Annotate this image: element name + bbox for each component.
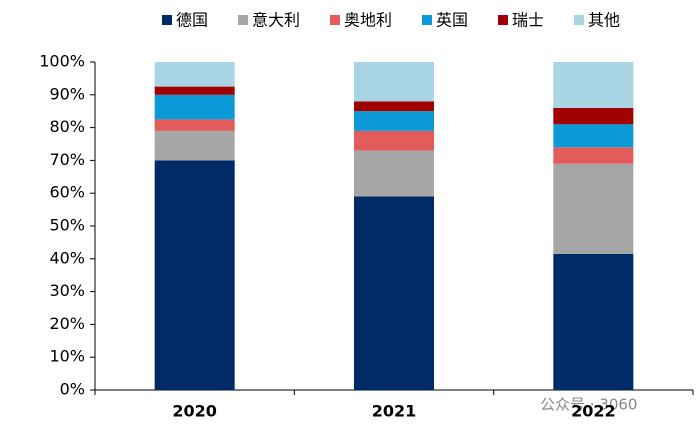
y-tick-label: 60% <box>49 183 85 202</box>
legend-swatch <box>498 15 508 25</box>
y-tick-label: 40% <box>49 248 85 267</box>
y-tick-label: 90% <box>49 84 85 103</box>
bar-segment <box>154 62 235 87</box>
bar-segment <box>553 253 634 390</box>
bar-segment <box>154 94 235 120</box>
bar-segment <box>553 62 634 108</box>
legend-swatch <box>162 15 172 25</box>
bar-segment <box>354 130 434 151</box>
legend-swatch <box>574 15 584 25</box>
bar-segment <box>354 196 434 390</box>
x-tick-label: 2022 <box>571 402 616 421</box>
y-tick-label: 80% <box>49 117 85 136</box>
y-tick-label: 30% <box>49 281 85 300</box>
bar-segment <box>553 124 634 148</box>
bar-segment <box>354 62 434 102</box>
y-tick-label: 20% <box>49 314 85 333</box>
x-tick-label: 2020 <box>172 402 217 421</box>
legend-label: 其他 <box>588 11 620 30</box>
bar-segment <box>154 119 235 131</box>
bar-segment <box>154 160 235 390</box>
legend-label: 瑞士 <box>512 11 544 30</box>
legend-swatch <box>422 15 432 25</box>
bar-segment <box>354 150 434 197</box>
legend-label: 德国 <box>176 11 208 30</box>
legend-label: 奥地利 <box>344 11 392 30</box>
y-tick-label: 100% <box>39 52 85 71</box>
bar-segment <box>354 111 434 131</box>
legend-label: 英国 <box>436 11 468 30</box>
bar-segment <box>154 130 235 161</box>
legend-swatch <box>330 15 340 25</box>
bar-segment <box>354 101 434 112</box>
bar-segment <box>553 107 634 125</box>
bar-segment <box>154 86 235 95</box>
y-tick-label: 50% <box>49 216 85 235</box>
legend-swatch <box>238 15 248 25</box>
x-tick-label: 2021 <box>372 402 417 421</box>
legend-label: 意大利 <box>252 11 300 30</box>
bar-segment <box>553 147 634 164</box>
y-tick-label: 0% <box>60 380 85 399</box>
y-tick-label: 10% <box>49 347 85 366</box>
watermark: 公众号 · 3060 <box>540 396 637 414</box>
bar-segment <box>553 163 634 254</box>
y-tick-label: 70% <box>49 150 85 169</box>
